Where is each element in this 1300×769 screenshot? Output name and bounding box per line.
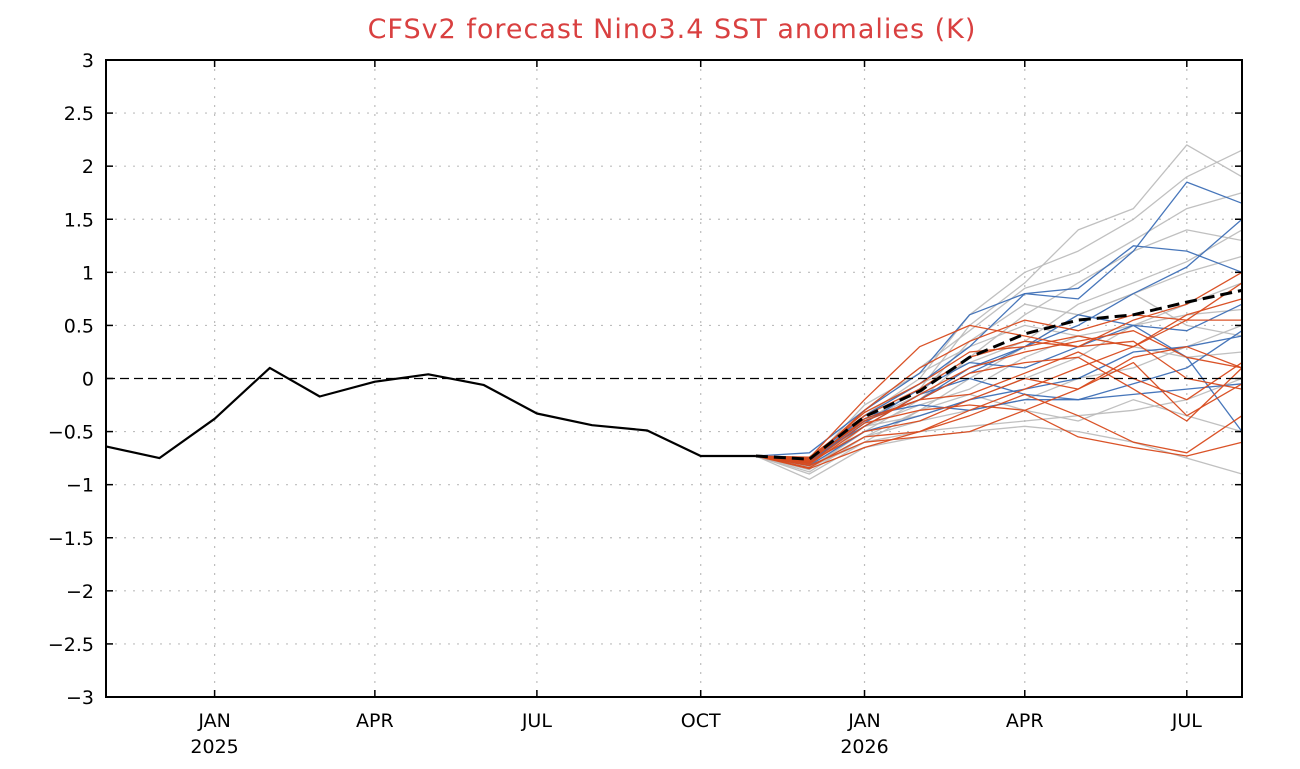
ensemble-member-line xyxy=(755,346,1243,464)
chart-title: CFSv2 forecast Nino3.4 SST anomalies (K) xyxy=(368,14,977,45)
ensemble-mean-line xyxy=(755,288,1243,461)
axes: −3 −2.5 −2 −1.5 −1 −0.5 0 0.5 1 1.5 2 2.5 3 JAN 2025 AP… xyxy=(48,50,1243,758)
y-tick-label: 2 xyxy=(82,156,94,178)
ensemble-member-line xyxy=(755,409,1243,467)
x-tick-label: APR xyxy=(356,710,394,732)
ensemble-member-line xyxy=(755,356,1243,462)
ensemble-members xyxy=(755,144,1243,481)
y-tick-label: −2 xyxy=(66,581,94,603)
x-tick-label: JAN xyxy=(847,710,880,732)
ensemble-member-line xyxy=(755,245,1243,465)
ensemble-member-line xyxy=(755,218,1243,462)
ensemble-member-line xyxy=(755,425,1243,481)
y-tick-label: −2.5 xyxy=(48,634,94,656)
main-lines xyxy=(105,288,1243,461)
ensemble-member-line xyxy=(755,192,1243,465)
ensemble-member-line xyxy=(755,361,1243,465)
y-tick-label: 1.5 xyxy=(64,209,94,231)
x-tick-year: 2026 xyxy=(840,736,888,758)
ensemble-member-line xyxy=(755,393,1243,469)
x-tick-label: JUL xyxy=(1171,710,1203,732)
y-tick-label: 2.5 xyxy=(64,103,94,125)
ensemble-member-line xyxy=(755,181,1243,457)
y-tick-label: −1.5 xyxy=(48,528,94,550)
x-tick-label: APR xyxy=(1006,710,1044,732)
ensemble-member-line xyxy=(755,335,1243,467)
y-tick-label: −3 xyxy=(66,687,94,709)
x-tick-label: JAN xyxy=(197,710,230,732)
x-tick-label: JUL xyxy=(521,710,553,732)
grid-lines xyxy=(106,60,1242,697)
y-tick-label: 1 xyxy=(82,262,94,284)
ensemble-member-line xyxy=(755,298,1243,470)
plot-frame xyxy=(105,59,1243,698)
ensemble-member-line xyxy=(755,282,1243,460)
y-tick-label: −0.5 xyxy=(48,422,94,444)
x-tick-label: OCT xyxy=(681,710,721,732)
y-tick-label: 0.5 xyxy=(64,315,94,337)
y-tick-label: 0 xyxy=(82,369,94,391)
y-tick-label: −1 xyxy=(66,475,94,497)
y-tick-label: 3 xyxy=(82,50,94,72)
observed-line xyxy=(105,366,756,460)
ensemble-member-line xyxy=(755,330,1243,466)
x-tick-year: 2025 xyxy=(190,736,238,758)
